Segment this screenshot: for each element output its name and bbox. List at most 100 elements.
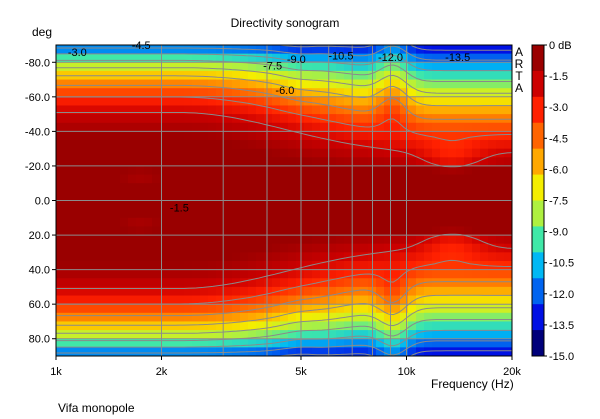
heat-cell xyxy=(352,53,361,63)
heat-cell xyxy=(104,217,113,228)
heat-cell xyxy=(472,174,481,184)
heat-cell xyxy=(344,347,353,356)
heat-cell xyxy=(160,140,169,150)
heat-cell xyxy=(424,278,433,288)
heat-cell xyxy=(208,62,217,72)
heat-cell xyxy=(328,260,337,271)
heat-cell xyxy=(248,122,257,132)
colorbar-segment xyxy=(532,278,544,305)
heat-cell xyxy=(360,191,369,202)
heat-cell xyxy=(408,140,417,150)
heat-cell xyxy=(160,157,169,167)
contour-label: -6.0 xyxy=(275,85,294,97)
colorbar-tick-label: -12.0 xyxy=(549,289,574,301)
heat-cell xyxy=(104,200,113,210)
heat-cell xyxy=(112,217,121,228)
heat-cell xyxy=(464,235,473,245)
heat-cell xyxy=(288,105,297,115)
heat-cell xyxy=(488,105,497,115)
heat-cell xyxy=(256,269,265,279)
heat-cell xyxy=(216,79,225,89)
heat-cell xyxy=(488,191,497,202)
heat-cell xyxy=(360,252,369,262)
heat-cell xyxy=(464,148,473,158)
heat-cell xyxy=(80,312,89,323)
heat-cell xyxy=(248,295,257,305)
y-tick-label: -60.0 xyxy=(25,92,50,104)
heat-cell xyxy=(56,200,65,210)
heat-cell xyxy=(200,45,209,55)
heat-cell xyxy=(408,157,417,167)
heat-cell xyxy=(80,226,89,236)
heat-cell xyxy=(312,157,321,167)
heat-cell xyxy=(392,278,401,288)
heat-cell xyxy=(312,191,321,202)
heat-cell xyxy=(400,278,409,288)
heat-cell xyxy=(272,140,281,150)
heat-cell xyxy=(248,131,257,141)
heat-cell xyxy=(256,200,265,210)
heat-cell xyxy=(432,114,441,124)
heat-cell xyxy=(152,200,161,210)
heat-cell xyxy=(64,62,73,72)
heat-cell xyxy=(440,278,449,288)
heat-cell xyxy=(200,252,209,262)
heat-cell xyxy=(200,62,209,72)
heat-cell xyxy=(152,88,161,98)
heat-cell xyxy=(56,321,65,331)
heat-cell xyxy=(64,157,73,167)
heat-cell xyxy=(424,174,433,184)
heat-cell xyxy=(104,252,113,262)
heat-cell xyxy=(240,252,249,262)
heat-cell xyxy=(120,174,129,184)
heat-cell xyxy=(304,88,313,98)
heat-cell xyxy=(56,157,65,167)
heat-cell xyxy=(392,70,401,81)
heat-cell xyxy=(176,209,185,219)
heat-cell xyxy=(136,165,145,176)
heat-cell xyxy=(424,321,433,331)
heat-cell xyxy=(336,45,345,55)
heat-cell xyxy=(440,183,449,193)
heat-cell xyxy=(80,243,89,253)
heat-cell xyxy=(432,191,441,202)
heat-cell xyxy=(72,114,81,124)
heat-cell xyxy=(192,131,201,141)
heat-cell xyxy=(328,62,337,72)
heat-cell xyxy=(352,174,361,184)
contour-label: -4.5 xyxy=(132,40,151,52)
heat-cell xyxy=(296,53,305,63)
heat-cell xyxy=(464,286,473,297)
heat-cell xyxy=(192,148,201,158)
heat-cell xyxy=(352,200,361,210)
heat-cell xyxy=(136,62,145,72)
heat-cell xyxy=(144,174,153,184)
heat-cell xyxy=(216,191,225,202)
heat-cell xyxy=(120,330,129,340)
heat-cell xyxy=(216,209,225,219)
heat-cell xyxy=(200,174,209,184)
heat-cell xyxy=(408,105,417,115)
heat-cell xyxy=(200,157,209,167)
heat-cell xyxy=(152,157,161,167)
heat-cell xyxy=(136,88,145,98)
heat-cell xyxy=(168,269,177,279)
heat-cell xyxy=(240,157,249,167)
heat-cell xyxy=(296,45,305,55)
heat-cell xyxy=(64,321,73,331)
heat-cell xyxy=(120,122,129,132)
heat-cell xyxy=(72,269,81,279)
heat-cell xyxy=(200,79,209,89)
heat-cell xyxy=(320,295,329,305)
heat-cell xyxy=(400,62,409,72)
heat-cell xyxy=(480,157,489,167)
heat-cell xyxy=(448,278,457,288)
heat-cell xyxy=(192,200,201,210)
heat-cell xyxy=(56,96,65,107)
heat-cell xyxy=(408,330,417,340)
heat-cell xyxy=(136,79,145,89)
heat-cell xyxy=(208,165,217,176)
heat-cell xyxy=(480,96,489,107)
heat-cell xyxy=(64,165,73,176)
heat-cell xyxy=(56,286,65,297)
